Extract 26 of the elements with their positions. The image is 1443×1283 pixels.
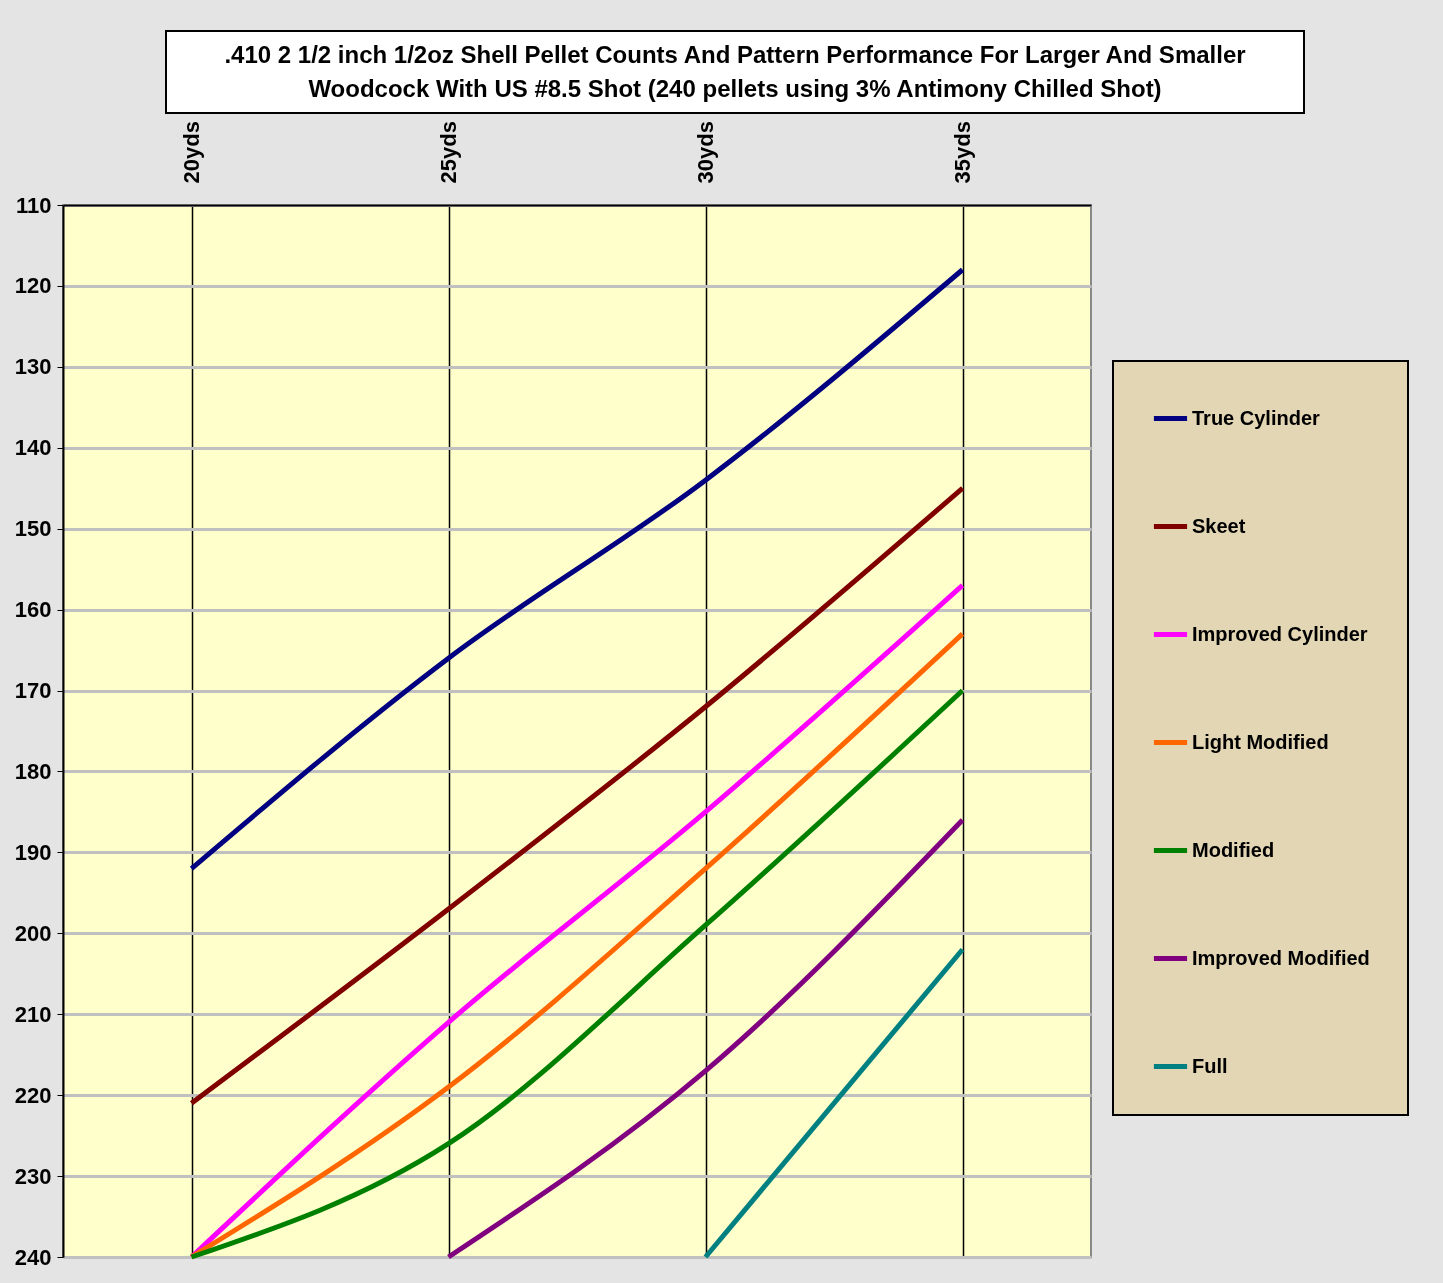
legend-label: Skeet: [1192, 514, 1246, 537]
y-tick-label: 220: [14, 1082, 52, 1108]
legend-label: Improved Modified: [1192, 946, 1370, 969]
y-tick-label: 240: [14, 1244, 52, 1270]
legend-label: Modified: [1192, 838, 1275, 861]
y-tick-label: 130: [14, 354, 52, 380]
x-tick-label: 25yds: [436, 121, 461, 184]
x-tick-label: 20yds: [179, 121, 204, 184]
x-tick-label: 35yds: [950, 121, 975, 184]
chart-title: .410 2 1/2 inch 1/2oz Shell Pellet Counts And Pattern Performance For Larger And Smaller Woodcock With US #8.5 Shot (240 pellets using 3% Antimony Chilled Shot): [165, 30, 1305, 114]
legend-label: Full: [1192, 1054, 1228, 1077]
legend-label: True Cylinder: [1192, 406, 1321, 429]
y-tick-label: 200: [14, 920, 52, 946]
legend-label: Improved Cylinder: [1192, 622, 1368, 645]
y-tick-label: 170: [14, 678, 52, 704]
legend-label: Light Modified: [1192, 730, 1329, 753]
y-tick-label: 230: [14, 1163, 52, 1189]
y-tick-label: 120: [14, 273, 52, 299]
y-tick-label: 210: [14, 1001, 52, 1027]
y-tick-label: 190: [14, 839, 52, 865]
y-tick-label: 180: [14, 758, 52, 784]
y-tick-label: 160: [14, 597, 52, 623]
y-tick-label: 110: [16, 192, 52, 218]
y-tick-label: 150: [14, 516, 52, 542]
y-tick-label: 140: [14, 435, 52, 461]
x-tick-label: 30yds: [693, 121, 718, 184]
